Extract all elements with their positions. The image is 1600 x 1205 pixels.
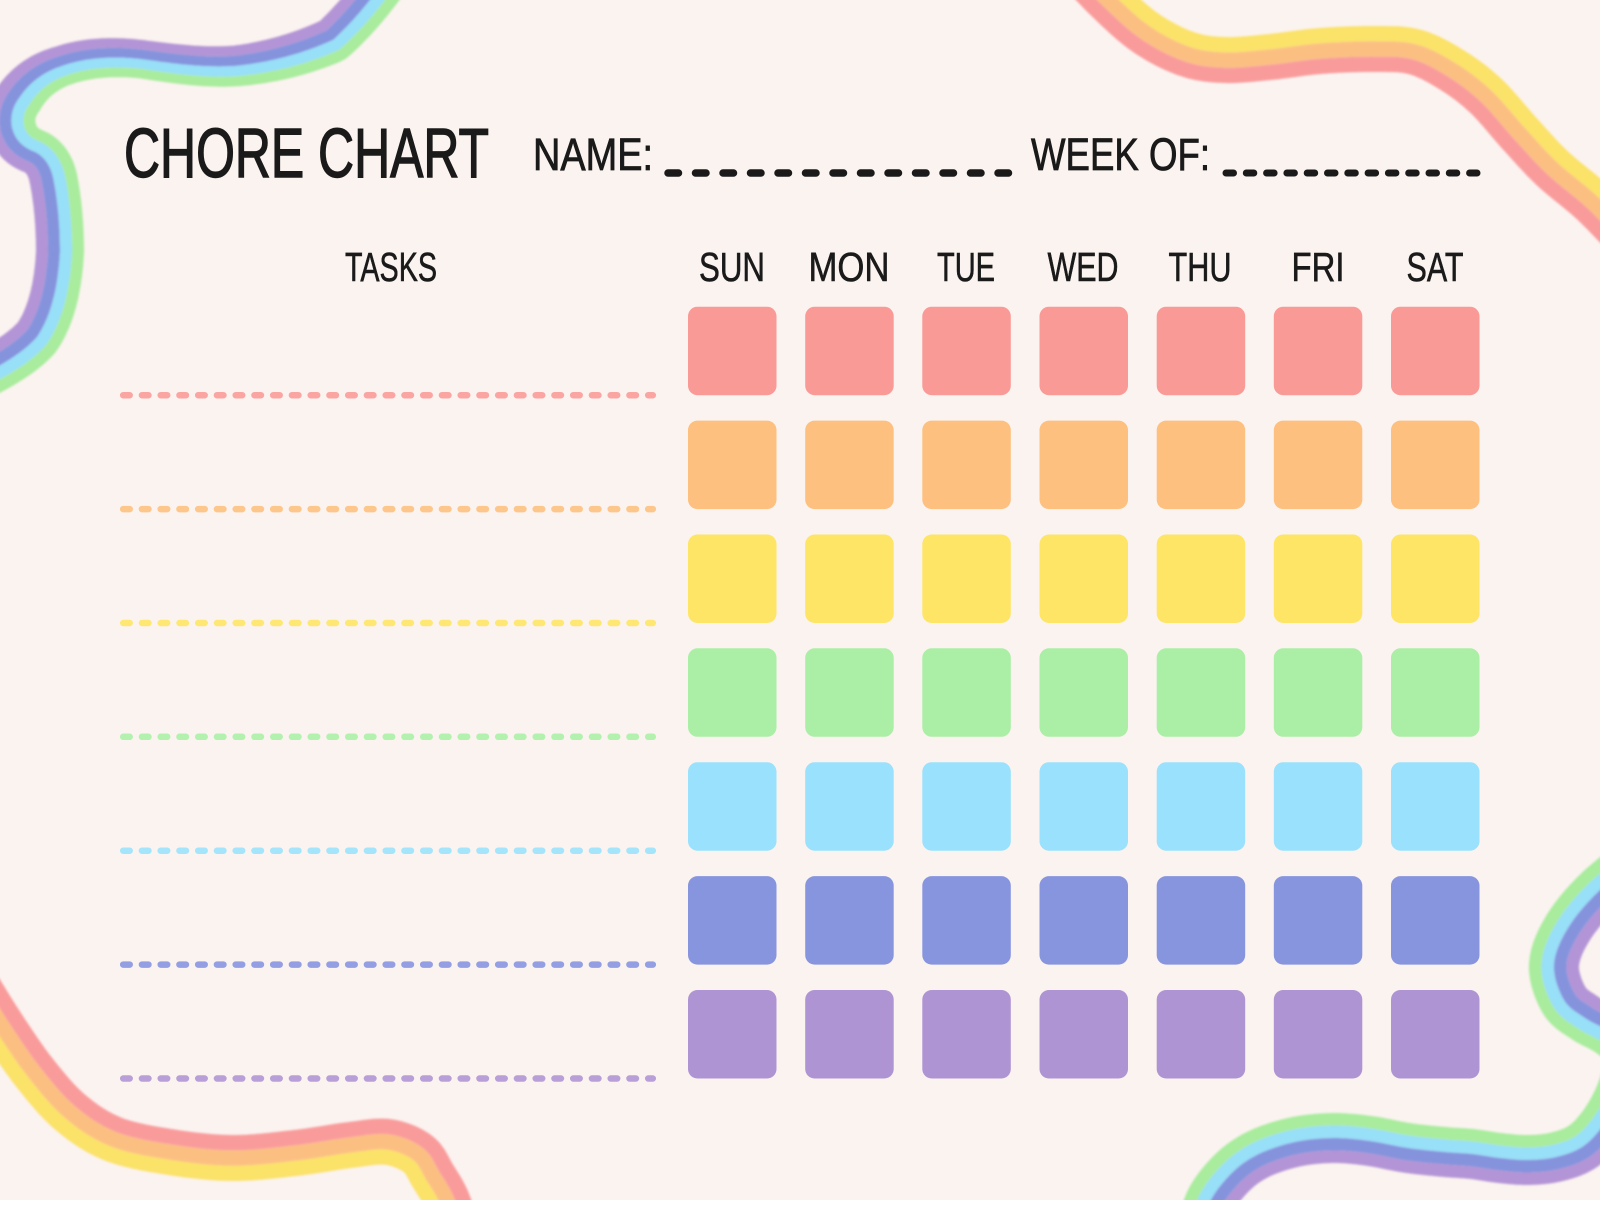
svg-text:WED: WED [1048, 244, 1119, 290]
svg-text:CHORE CHART: CHORE CHART [124, 114, 489, 192]
svg-text:SAT: SAT [1407, 244, 1464, 290]
svg-text:MON: MON [809, 244, 890, 290]
svg-text:SUN: SUN [699, 244, 765, 290]
svg-text:NAME:: NAME: [533, 129, 653, 180]
svg-text:TUE: TUE [937, 244, 995, 290]
svg-text:WEEK OF:: WEEK OF: [1031, 129, 1210, 180]
svg-text:THU: THU [1169, 244, 1232, 290]
svg-text:TASKS: TASKS [345, 244, 437, 290]
svg-text:FRI: FRI [1292, 244, 1345, 290]
